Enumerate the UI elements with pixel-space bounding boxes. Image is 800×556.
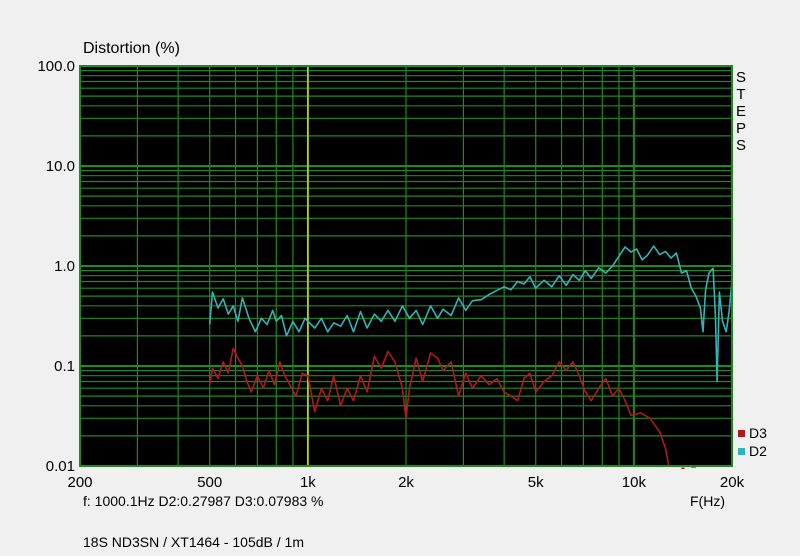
x-tick-label: 200: [67, 474, 92, 491]
plot-border: [79, 65, 733, 467]
x-tick-label: 1k: [300, 474, 316, 491]
chart-title: Distortion (%): [83, 40, 180, 57]
y-tick-label: 10.0: [46, 158, 75, 175]
legend-swatch-d3: [738, 430, 745, 437]
legend-label-d2: D2: [749, 443, 767, 459]
legend-label-d3: D3: [749, 425, 767, 441]
caption: 18S ND3SN / XT1464 - 105dB / 1m: [83, 534, 304, 550]
grid: [79, 66, 733, 466]
x-tick-label: 5k: [528, 474, 544, 491]
x-tick-label: 20k: [720, 474, 745, 491]
series-line-d3: [208, 347, 670, 467]
legend-swatch-d2: [738, 448, 745, 455]
y-tick-label: 1.0: [54, 258, 75, 275]
x-tick-label: 10k: [622, 474, 647, 491]
x-tick-label: 2k: [398, 474, 414, 491]
series-line-d2: [208, 245, 733, 383]
x-axis-label: F(Hz): [690, 493, 725, 509]
y-tick-label: 100.0: [37, 58, 75, 75]
x-tick-labels: 200 500 1k 2k 5k 10k 20k: [67, 474, 744, 491]
x-tick-label: 500: [197, 474, 222, 491]
y-tick-label: 0.01: [46, 458, 75, 475]
y-tick-labels: 100.0 10.0 1.0 0.1 0.01: [37, 58, 75, 475]
y-tick-label: 0.1: [54, 358, 75, 375]
cursor-readout: f: 1000.1Hz D2:0.27987 D3:0.07983 %: [83, 493, 324, 509]
